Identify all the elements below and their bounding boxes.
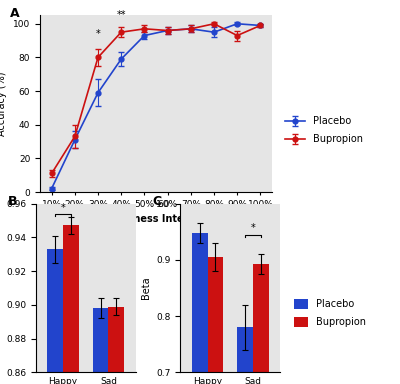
Text: *: *: [96, 29, 100, 39]
Bar: [208, 257, 224, 384]
Bar: [63, 225, 79, 384]
Bar: [192, 233, 208, 384]
Text: *: *: [61, 203, 66, 213]
Y-axis label: Beta: Beta: [141, 277, 151, 299]
Bar: [253, 264, 269, 384]
Legend: Placebo, Bupropion: Placebo, Bupropion: [290, 295, 370, 331]
Text: **: **: [116, 10, 126, 20]
Legend: Placebo, Bupropion: Placebo, Bupropion: [282, 113, 366, 148]
Text: *: *: [250, 223, 255, 233]
Bar: [47, 249, 63, 384]
X-axis label: Happiness Intensity: Happiness Intensity: [101, 214, 211, 224]
Bar: [92, 308, 108, 384]
Bar: [237, 328, 253, 384]
Bar: [108, 306, 124, 384]
Text: B: B: [8, 195, 18, 208]
Text: C: C: [152, 195, 162, 208]
Y-axis label: Accuracy (%): Accuracy (%): [0, 71, 8, 136]
Text: A: A: [10, 7, 20, 20]
